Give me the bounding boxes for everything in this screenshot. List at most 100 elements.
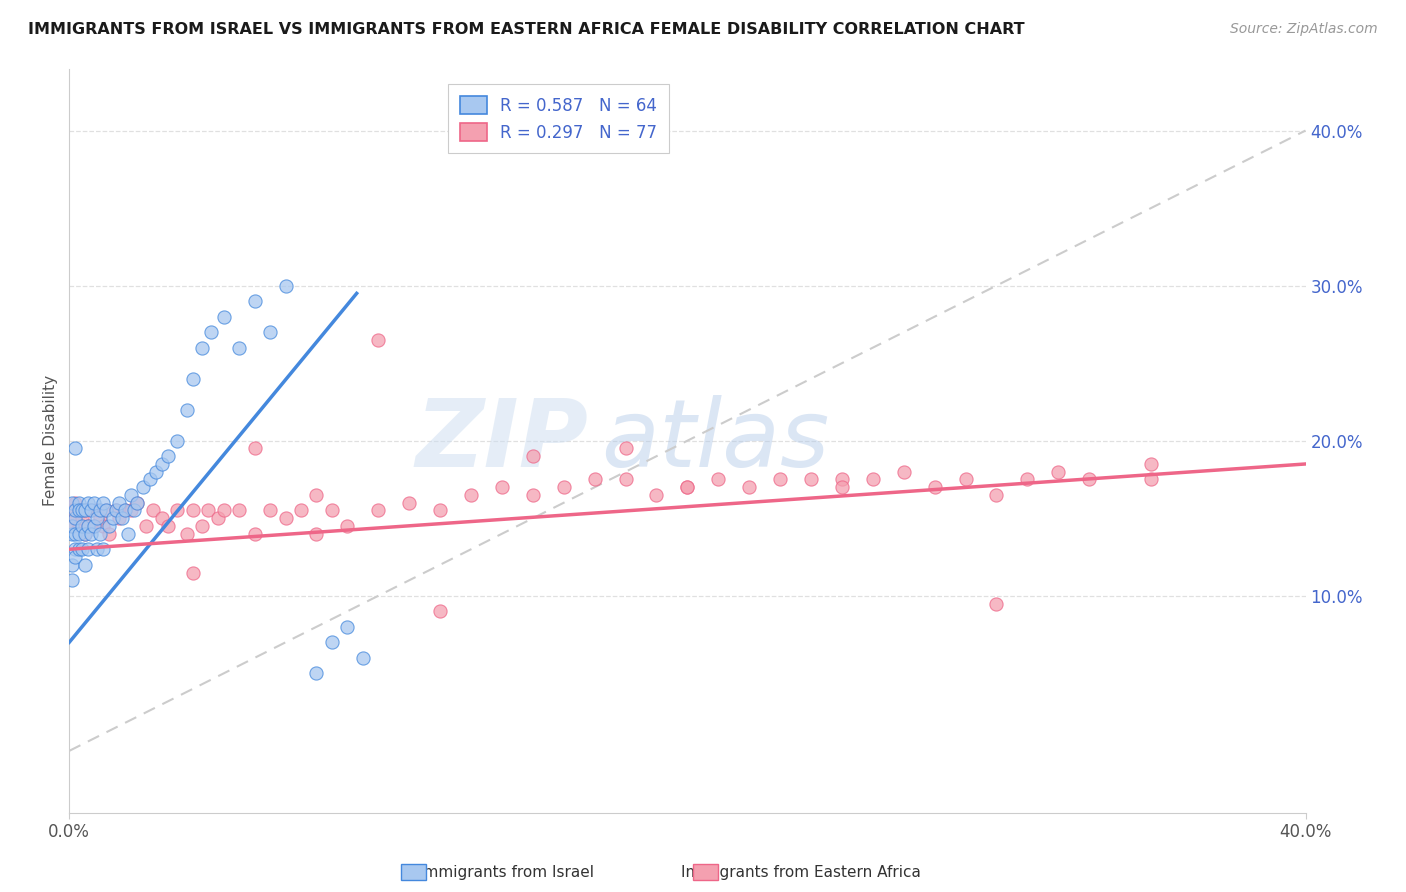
Point — [73, 503, 96, 517]
Point — [321, 635, 343, 649]
Point — [73, 526, 96, 541]
Point — [305, 488, 328, 502]
Point — [352, 650, 374, 665]
Point — [243, 526, 266, 541]
Point — [367, 503, 389, 517]
Point — [65, 542, 87, 557]
Point — [107, 496, 129, 510]
Point — [65, 503, 87, 517]
Point — [150, 511, 173, 525]
Point — [96, 503, 118, 517]
Point — [89, 511, 111, 525]
Point — [65, 549, 87, 564]
Point — [73, 503, 96, 517]
Point — [73, 558, 96, 572]
Point — [70, 542, 93, 557]
Point — [676, 480, 699, 494]
Point — [145, 465, 167, 479]
Point — [336, 519, 359, 533]
Point — [259, 325, 281, 339]
Point — [228, 341, 250, 355]
Point — [67, 526, 90, 541]
Point — [70, 503, 93, 517]
Point — [65, 511, 87, 525]
Point — [166, 503, 188, 517]
Point — [181, 503, 204, 517]
Point — [86, 503, 108, 517]
Point — [460, 488, 482, 502]
Point — [1017, 473, 1039, 487]
Point — [197, 503, 219, 517]
Point — [65, 442, 87, 456]
Point — [60, 496, 83, 510]
Point — [645, 488, 668, 502]
Point — [91, 496, 114, 510]
Point — [893, 465, 915, 479]
Point — [150, 457, 173, 471]
Point — [228, 503, 250, 517]
Point — [98, 519, 121, 533]
Point — [104, 503, 127, 517]
Point — [65, 526, 87, 541]
Point — [60, 574, 83, 588]
Text: atlas: atlas — [600, 395, 830, 486]
Point — [76, 496, 98, 510]
Point — [142, 503, 165, 517]
Point — [89, 503, 111, 517]
Point — [76, 519, 98, 533]
Point — [522, 449, 544, 463]
Point — [60, 519, 83, 533]
Point — [107, 511, 129, 525]
Point — [924, 480, 946, 494]
Point — [181, 372, 204, 386]
Point — [83, 496, 105, 510]
Point — [181, 566, 204, 580]
Point — [67, 496, 90, 510]
Point — [70, 511, 93, 525]
Point — [212, 503, 235, 517]
Point — [274, 511, 297, 525]
Point — [200, 325, 222, 339]
Point — [120, 503, 142, 517]
Text: ZIP: ZIP — [416, 395, 589, 487]
Point — [986, 488, 1008, 502]
Point — [70, 519, 93, 533]
Point — [1078, 473, 1101, 487]
Point — [127, 496, 149, 510]
Point — [101, 511, 124, 525]
Point — [831, 480, 853, 494]
Point — [583, 473, 606, 487]
Point — [60, 526, 83, 541]
Point — [86, 511, 108, 525]
Point — [83, 519, 105, 533]
Point — [321, 503, 343, 517]
Point — [367, 333, 389, 347]
Point — [831, 473, 853, 487]
Point — [259, 503, 281, 517]
Point — [800, 473, 823, 487]
Point — [67, 503, 90, 517]
Point — [65, 511, 87, 525]
Point — [207, 511, 229, 525]
Point — [1140, 473, 1163, 487]
Point — [98, 526, 121, 541]
Point — [212, 310, 235, 324]
Point — [614, 473, 637, 487]
Text: Immigrants from Eastern Africa: Immigrants from Eastern Africa — [682, 865, 921, 880]
Point — [114, 503, 136, 517]
Legend: R = 0.587   N = 64, R = 0.297   N = 77: R = 0.587 N = 64, R = 0.297 N = 77 — [449, 85, 669, 153]
Point — [60, 519, 83, 533]
Point — [96, 503, 118, 517]
Point — [707, 473, 730, 487]
Point — [132, 480, 155, 494]
Point — [553, 480, 575, 494]
Point — [122, 503, 145, 517]
Point — [1047, 465, 1070, 479]
Point — [67, 503, 90, 517]
Point — [89, 526, 111, 541]
Point — [120, 488, 142, 502]
Point — [67, 542, 90, 557]
Point — [398, 496, 420, 510]
Point — [429, 503, 451, 517]
Text: Immigrants from Israel: Immigrants from Israel — [419, 865, 593, 880]
